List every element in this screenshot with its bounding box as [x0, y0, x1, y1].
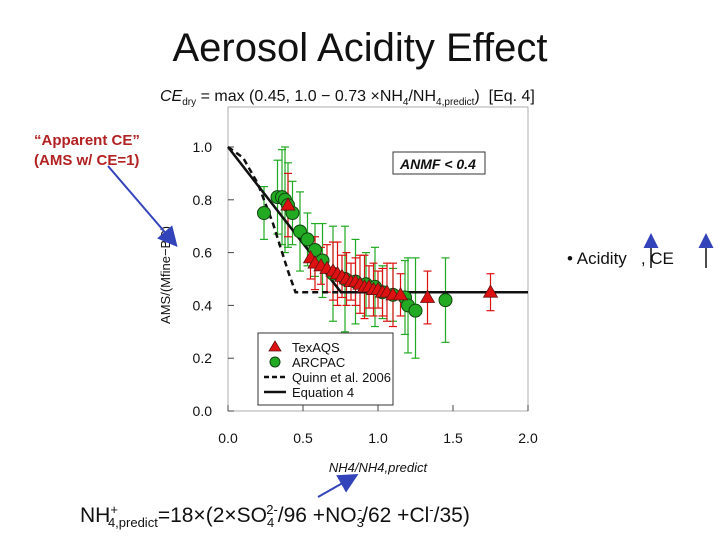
legend-label: Equation 4 [292, 385, 354, 400]
arcpac-point [408, 303, 423, 318]
y-tick-label: 0.4 [193, 297, 213, 313]
arcpac-point [257, 206, 271, 220]
y-tick-label: 1.0 [193, 139, 213, 155]
legend-texaqs-symbol [268, 340, 282, 352]
x-tick-label: 2.0 [518, 430, 538, 446]
legend-label: Quinn et al. 2006 [292, 370, 391, 385]
y-tick-label: 0.0 [193, 403, 213, 419]
texaqs-point [280, 197, 296, 211]
x-tick-label: 1.0 [368, 430, 388, 446]
arcpac-point [438, 293, 453, 308]
x-tick-label: 0.5 [293, 430, 313, 446]
x-tick-label: 1.5 [443, 430, 463, 446]
nh4-predict-equation: NH+4,predict=18×(2×SO42-/96 +NO3-/62 +Cl… [80, 502, 470, 531]
y-axis-label: AMS/(Mfine−BC) [158, 226, 173, 324]
anmf-annotation: ANMF < 0.4 [399, 156, 476, 172]
arcpac-point [300, 232, 315, 247]
legend-arcpac-symbol [269, 356, 281, 368]
apparent-ce-label: “Apparent CE” (AMS w/ CE=1) [34, 132, 140, 169]
y-tick-label: 0.2 [193, 350, 213, 366]
fit-lines [227, 145, 528, 294]
eq4-ce: CE [160, 88, 183, 105]
eq-arrow [317, 474, 359, 498]
legend-label: ARCPAC [292, 355, 345, 370]
texaqs-point [419, 289, 436, 303]
quinn-line [227, 145, 528, 294]
legend-label: TexAQS [292, 340, 340, 355]
chart-axes: 0.0 0.5 1.0 1.5 2.0 0.0 0.2 0.4 0.6 0.8 1.0 [193, 106, 538, 446]
y-tick-label: 0.6 [193, 245, 213, 261]
eq4-tag: [Eq. 4] [488, 88, 535, 105]
data-marks [257, 190, 499, 318]
slide-title: Aerosol Acidity Effect [172, 26, 548, 70]
texaqs-point [392, 287, 409, 301]
apparent-ce-arrow [107, 165, 178, 248]
x-tick-label: 0.0 [218, 430, 238, 446]
equation-4-line [227, 146, 528, 294]
error-bars [260, 146, 495, 359]
x-axis-label: NH4/NH4,predict [329, 460, 429, 475]
acidity-bullet: • Acidity, CE [567, 249, 674, 268]
annotation-box [392, 151, 486, 175]
texaqs-point [482, 284, 499, 298]
y-tick-label: 0.8 [193, 192, 213, 208]
equation-4: CEdry = max (0.45, 1.0 − 0.73 ×NH4/NH4,p… [160, 88, 535, 109]
